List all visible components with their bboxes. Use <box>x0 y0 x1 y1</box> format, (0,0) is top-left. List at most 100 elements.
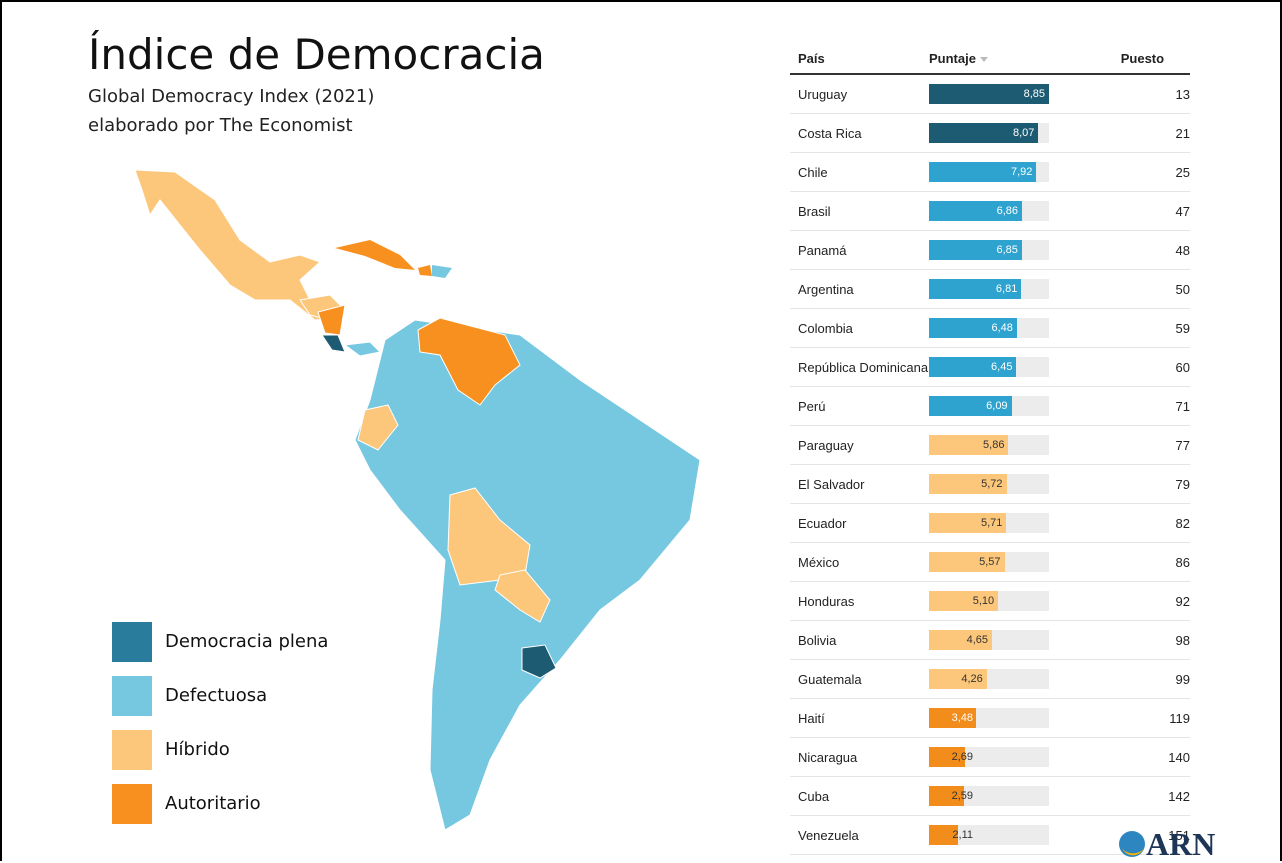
score-cell: 2,69 <box>929 737 1121 777</box>
table-row: Cuba 2,59 142 <box>790 776 1190 816</box>
rank: 77 <box>1120 425 1190 465</box>
rank: 60 <box>1120 347 1190 387</box>
bar-label: 6,09 <box>986 400 1008 412</box>
score-cell: 6,48 <box>929 308 1121 348</box>
country: Panamá <box>790 230 929 270</box>
table-row: El Salvador 5,72 79 <box>790 464 1190 504</box>
score-cell: 4,26 <box>929 659 1121 699</box>
country: Perú <box>790 386 929 426</box>
legend-swatch <box>112 676 152 716</box>
paraguay <box>494 569 551 623</box>
bar-label: 5,71 <box>981 517 1003 529</box>
table-row: Nicaragua 2,69 140 <box>790 737 1190 777</box>
country: Chile <box>790 152 929 192</box>
bar-label: 6,85 <box>996 244 1018 256</box>
bar-track: 6,45 <box>929 357 1049 377</box>
legend-label: Híbrido <box>165 739 230 760</box>
rank: 92 <box>1120 581 1190 621</box>
bar <box>929 240 1022 260</box>
rank: 71 <box>1120 386 1190 426</box>
legend-swatch <box>112 622 152 662</box>
legend-label: Defectuosa <box>165 685 268 706</box>
table-row: Uruguay 8,85 13 <box>790 74 1190 114</box>
score-cell: 2,11 <box>929 815 1121 855</box>
bar <box>929 162 1037 182</box>
bar-track: 3,48 <box>929 708 1049 728</box>
subtitle: elaborado por The Economist <box>88 115 353 136</box>
rank: 21 <box>1120 113 1190 153</box>
table-row: Bolivia 4,65 98 <box>790 620 1190 660</box>
score-cell: 5,10 <box>929 581 1121 621</box>
table-row: Costa Rica 8,07 21 <box>790 113 1190 153</box>
cuba <box>335 240 415 270</box>
bar <box>929 708 977 728</box>
bar-label: 2,11 <box>952 829 973 841</box>
bar <box>929 591 999 611</box>
bar <box>929 84 1049 104</box>
ecuador <box>357 404 399 451</box>
table-row: México 5,57 86 <box>790 542 1190 582</box>
country: República Dominicana <box>790 347 929 387</box>
dominicana <box>432 265 452 278</box>
table-row: Paraguay 5,86 77 <box>790 425 1190 465</box>
bar-label: 4,65 <box>966 634 989 646</box>
bar-track: 6,86 <box>929 201 1049 221</box>
table-row: Ecuador 5,71 82 <box>790 503 1190 543</box>
legend-swatch <box>112 784 152 824</box>
country: Argentina <box>790 269 929 309</box>
legend-swatch <box>112 730 152 770</box>
bar-track: 5,57 <box>929 552 1049 572</box>
table-row: Argentina 6,81 50 <box>790 269 1190 309</box>
country: México <box>790 542 929 582</box>
table: País Puntaje Puesto Uruguay 8,85 13 Costa R… <box>790 44 1190 855</box>
bar-label: 6,48 <box>991 322 1013 334</box>
bar-label: 6,86 <box>996 205 1019 217</box>
bar-track: 6,09 <box>929 396 1049 416</box>
bar-label: 7,92 <box>1010 166 1033 178</box>
haiti <box>418 265 432 276</box>
score-cell: 5,86 <box>929 425 1121 465</box>
score-cell: 2,59 <box>929 776 1121 816</box>
rank: 142 <box>1120 776 1190 816</box>
country: Costa Rica <box>790 113 929 153</box>
bar <box>929 201 1023 221</box>
bar-track: 5,71 <box>929 513 1049 533</box>
bar-track: 2,69 <box>929 747 1049 767</box>
score-cell: 6,86 <box>929 191 1121 231</box>
bar <box>929 552 1005 572</box>
table-row: Venezuela 2,11 151 <box>790 815 1190 855</box>
bar <box>929 669 987 689</box>
bar <box>929 474 1007 494</box>
country: Cuba <box>790 776 929 816</box>
country: Brasil <box>790 191 929 231</box>
bar-track: 4,65 <box>929 630 1049 650</box>
bar-track: 2,11 <box>929 825 1049 845</box>
column-header-text: Puntaje <box>929 51 976 66</box>
country: Uruguay <box>790 74 929 114</box>
score-cell: 7,92 <box>929 152 1121 192</box>
column-header[interactable]: Puntaje <box>929 44 1121 75</box>
score-cell: 6,81 <box>929 269 1121 309</box>
table-row: Guatemala 4,26 99 <box>790 659 1190 699</box>
score-cell: 6,85 <box>929 230 1121 270</box>
column-header: Puesto <box>1120 44 1190 75</box>
bar <box>929 123 1039 143</box>
score-cell: 8,07 <box>929 113 1121 153</box>
bar-track: 5,10 <box>929 591 1049 611</box>
table-row: Honduras 5,10 92 <box>790 581 1190 621</box>
subtitle: Global Democracy Index (2021) <box>88 86 375 107</box>
country: Paraguay <box>790 425 929 465</box>
bar-track: 5,72 <box>929 474 1049 494</box>
rank: 25 <box>1120 152 1190 192</box>
map <box>134 169 701 831</box>
country: Haití <box>790 698 929 738</box>
country: Venezuela <box>790 815 929 855</box>
bar-track: 8,85 <box>929 84 1049 104</box>
country: Nicaragua <box>790 737 929 777</box>
table-row: Colombia 6,48 59 <box>790 308 1190 348</box>
bar-label: 8,07 <box>1013 127 1035 139</box>
country: El Salvador <box>790 464 929 504</box>
title: Índice de Democracia <box>88 30 545 79</box>
